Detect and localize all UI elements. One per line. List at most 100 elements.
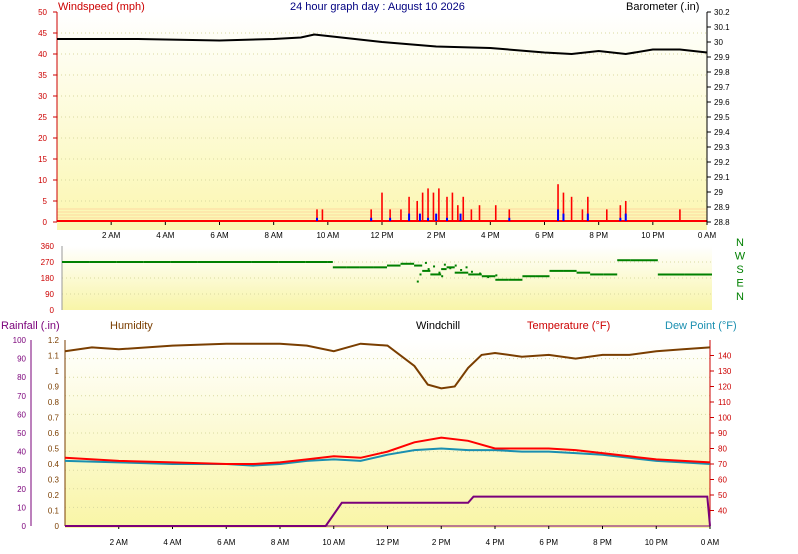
direction-tick-label: 90 bbox=[45, 290, 54, 299]
x-tick-label: 4 AM bbox=[163, 538, 182, 547]
x-tick-label: 6 AM bbox=[210, 231, 229, 240]
barometer-line bbox=[57, 33, 708, 56]
direction-point bbox=[479, 272, 482, 275]
temperature-tick-label: 60 bbox=[718, 476, 727, 485]
barometer-tick-label: 29.5 bbox=[714, 113, 730, 122]
direction-tick-label: 180 bbox=[41, 274, 55, 283]
temperature-tick-label: 130 bbox=[718, 367, 732, 376]
barometer-tick-label: 29.3 bbox=[714, 143, 730, 152]
compass-label: W bbox=[735, 251, 746, 263]
rainfall-pct-tick-label: 40 bbox=[17, 448, 26, 457]
x-tick-label: 10 PM bbox=[641, 231, 664, 240]
humidity-tick-label: 0.9 bbox=[48, 383, 60, 392]
humidity-tick-label: 1.1 bbox=[48, 352, 60, 361]
compass-label: N bbox=[736, 291, 744, 303]
windspeed-tick-label: 5 bbox=[43, 197, 48, 206]
windchill-label: Windchill bbox=[416, 320, 460, 332]
direction-point bbox=[465, 266, 468, 269]
barometer-tick-label: 29.2 bbox=[714, 158, 730, 167]
humidity-tick-label: 0.8 bbox=[48, 398, 60, 407]
direction-tick-label: 360 bbox=[41, 242, 55, 251]
direction-tick-label: 270 bbox=[41, 258, 55, 267]
humidity-line bbox=[64, 342, 711, 390]
direction-point bbox=[454, 264, 457, 267]
x-tick-label: 4 PM bbox=[481, 231, 500, 240]
windspeed-tick-label: 25 bbox=[38, 113, 47, 122]
temperature-tick-label: 70 bbox=[718, 460, 727, 469]
x-tick-label: 4 PM bbox=[486, 538, 505, 547]
windspeed-tick-label: 50 bbox=[38, 8, 47, 17]
x-tick-label: 12 PM bbox=[370, 231, 393, 240]
x-tick-label: 12 PM bbox=[376, 538, 399, 547]
barometer-tick-label: 28.9 bbox=[714, 203, 730, 212]
temperature-tick-label: 80 bbox=[718, 445, 727, 454]
temperature-tick-label: 100 bbox=[718, 414, 732, 423]
x-tick-label: 2 PM bbox=[432, 538, 451, 547]
rainfall-pct-tick-label: 60 bbox=[17, 410, 26, 419]
windspeed-tick-label: 15 bbox=[38, 155, 47, 164]
windspeed-tick-label: 35 bbox=[38, 71, 47, 80]
x-tick-label: 10 AM bbox=[322, 538, 345, 547]
barometer-tick-label: 30 bbox=[714, 38, 723, 47]
direction-point bbox=[416, 280, 419, 283]
x-tick-label: 0 AM bbox=[701, 538, 720, 547]
barometer-tick-label: 28.8 bbox=[714, 218, 730, 227]
rainfall-pct-tick-label: 30 bbox=[17, 466, 26, 475]
rainfall-pct-tick-label: 50 bbox=[17, 429, 26, 438]
rainfall-line bbox=[65, 495, 711, 527]
barometer-tick-label: 29.9 bbox=[714, 53, 730, 62]
temperature-tick-label: 110 bbox=[718, 398, 731, 407]
compass-label: S bbox=[736, 264, 743, 276]
humidity-tick-label: 0.4 bbox=[48, 460, 60, 469]
x-tick-label: 2 AM bbox=[102, 231, 121, 240]
humidity-tick-label: 0.2 bbox=[48, 491, 60, 500]
humidity-tick-label: 0.1 bbox=[48, 507, 60, 516]
temperature-tick-label: 40 bbox=[718, 507, 727, 516]
rainfall-pct-tick-label: 0 bbox=[22, 522, 27, 531]
x-tick-label: 8 AM bbox=[265, 231, 284, 240]
humidity-tick-label: 0 bbox=[55, 522, 60, 531]
compass-label: N bbox=[736, 237, 744, 249]
direction-point bbox=[433, 265, 436, 268]
barometer-axis-title: Barometer (.in) bbox=[626, 1, 699, 13]
direction-point bbox=[460, 269, 463, 271]
temperature-plot-area bbox=[65, 340, 710, 528]
x-tick-label: 2 AM bbox=[110, 538, 129, 547]
x-tick-label: 8 PM bbox=[593, 538, 612, 547]
barometer-tick-label: 29.4 bbox=[714, 128, 730, 137]
x-tick-label: 2 PM bbox=[427, 231, 446, 240]
rainfall-pct-tick-label: 20 bbox=[17, 485, 26, 494]
direction-point bbox=[427, 268, 430, 271]
windspeed-tick-label: 0 bbox=[43, 218, 48, 227]
humidity-tick-label: 0.6 bbox=[48, 429, 60, 438]
humidity-tick-label: 1 bbox=[55, 367, 60, 376]
direction-point bbox=[449, 267, 452, 270]
direction-point bbox=[470, 270, 473, 273]
direction-point bbox=[495, 274, 498, 277]
x-tick-label: 8 AM bbox=[271, 538, 290, 547]
direction-point bbox=[438, 271, 441, 274]
x-tick-label: 10 AM bbox=[316, 231, 339, 240]
direction-point bbox=[424, 261, 427, 264]
temperature-tick-label: 50 bbox=[718, 491, 727, 500]
rainfall-pct-tick-label: 100 bbox=[13, 336, 27, 345]
rainfall-pct-tick-label: 70 bbox=[17, 392, 26, 401]
humidity-tick-label: 1.2 bbox=[48, 336, 60, 345]
direction-point bbox=[419, 273, 422, 276]
x-tick-label: 8 PM bbox=[589, 231, 608, 240]
humidity-axis-title: Humidity bbox=[110, 320, 153, 332]
humidity-tick-label: 0.3 bbox=[48, 476, 60, 485]
x-tick-label: 6 PM bbox=[535, 231, 554, 240]
humidity-tick-label: 0.5 bbox=[48, 445, 60, 454]
windspeed-tick-label: 10 bbox=[38, 176, 47, 185]
temperature-axis-title: Temperature (°F) bbox=[527, 320, 610, 332]
dewpoint-axis-title: Dew Point (°F) bbox=[665, 320, 737, 332]
temperature-tick-label: 140 bbox=[718, 352, 732, 361]
windspeed-tick-label: 45 bbox=[38, 29, 47, 38]
barometer-tick-label: 29.1 bbox=[714, 173, 730, 182]
rainfall-axis-title: Rainfall (.in) bbox=[1, 320, 60, 332]
temperature-line bbox=[64, 436, 711, 465]
barometer-tick-label: 29.7 bbox=[714, 83, 730, 92]
barometer-tick-label: 30.1 bbox=[714, 23, 730, 32]
